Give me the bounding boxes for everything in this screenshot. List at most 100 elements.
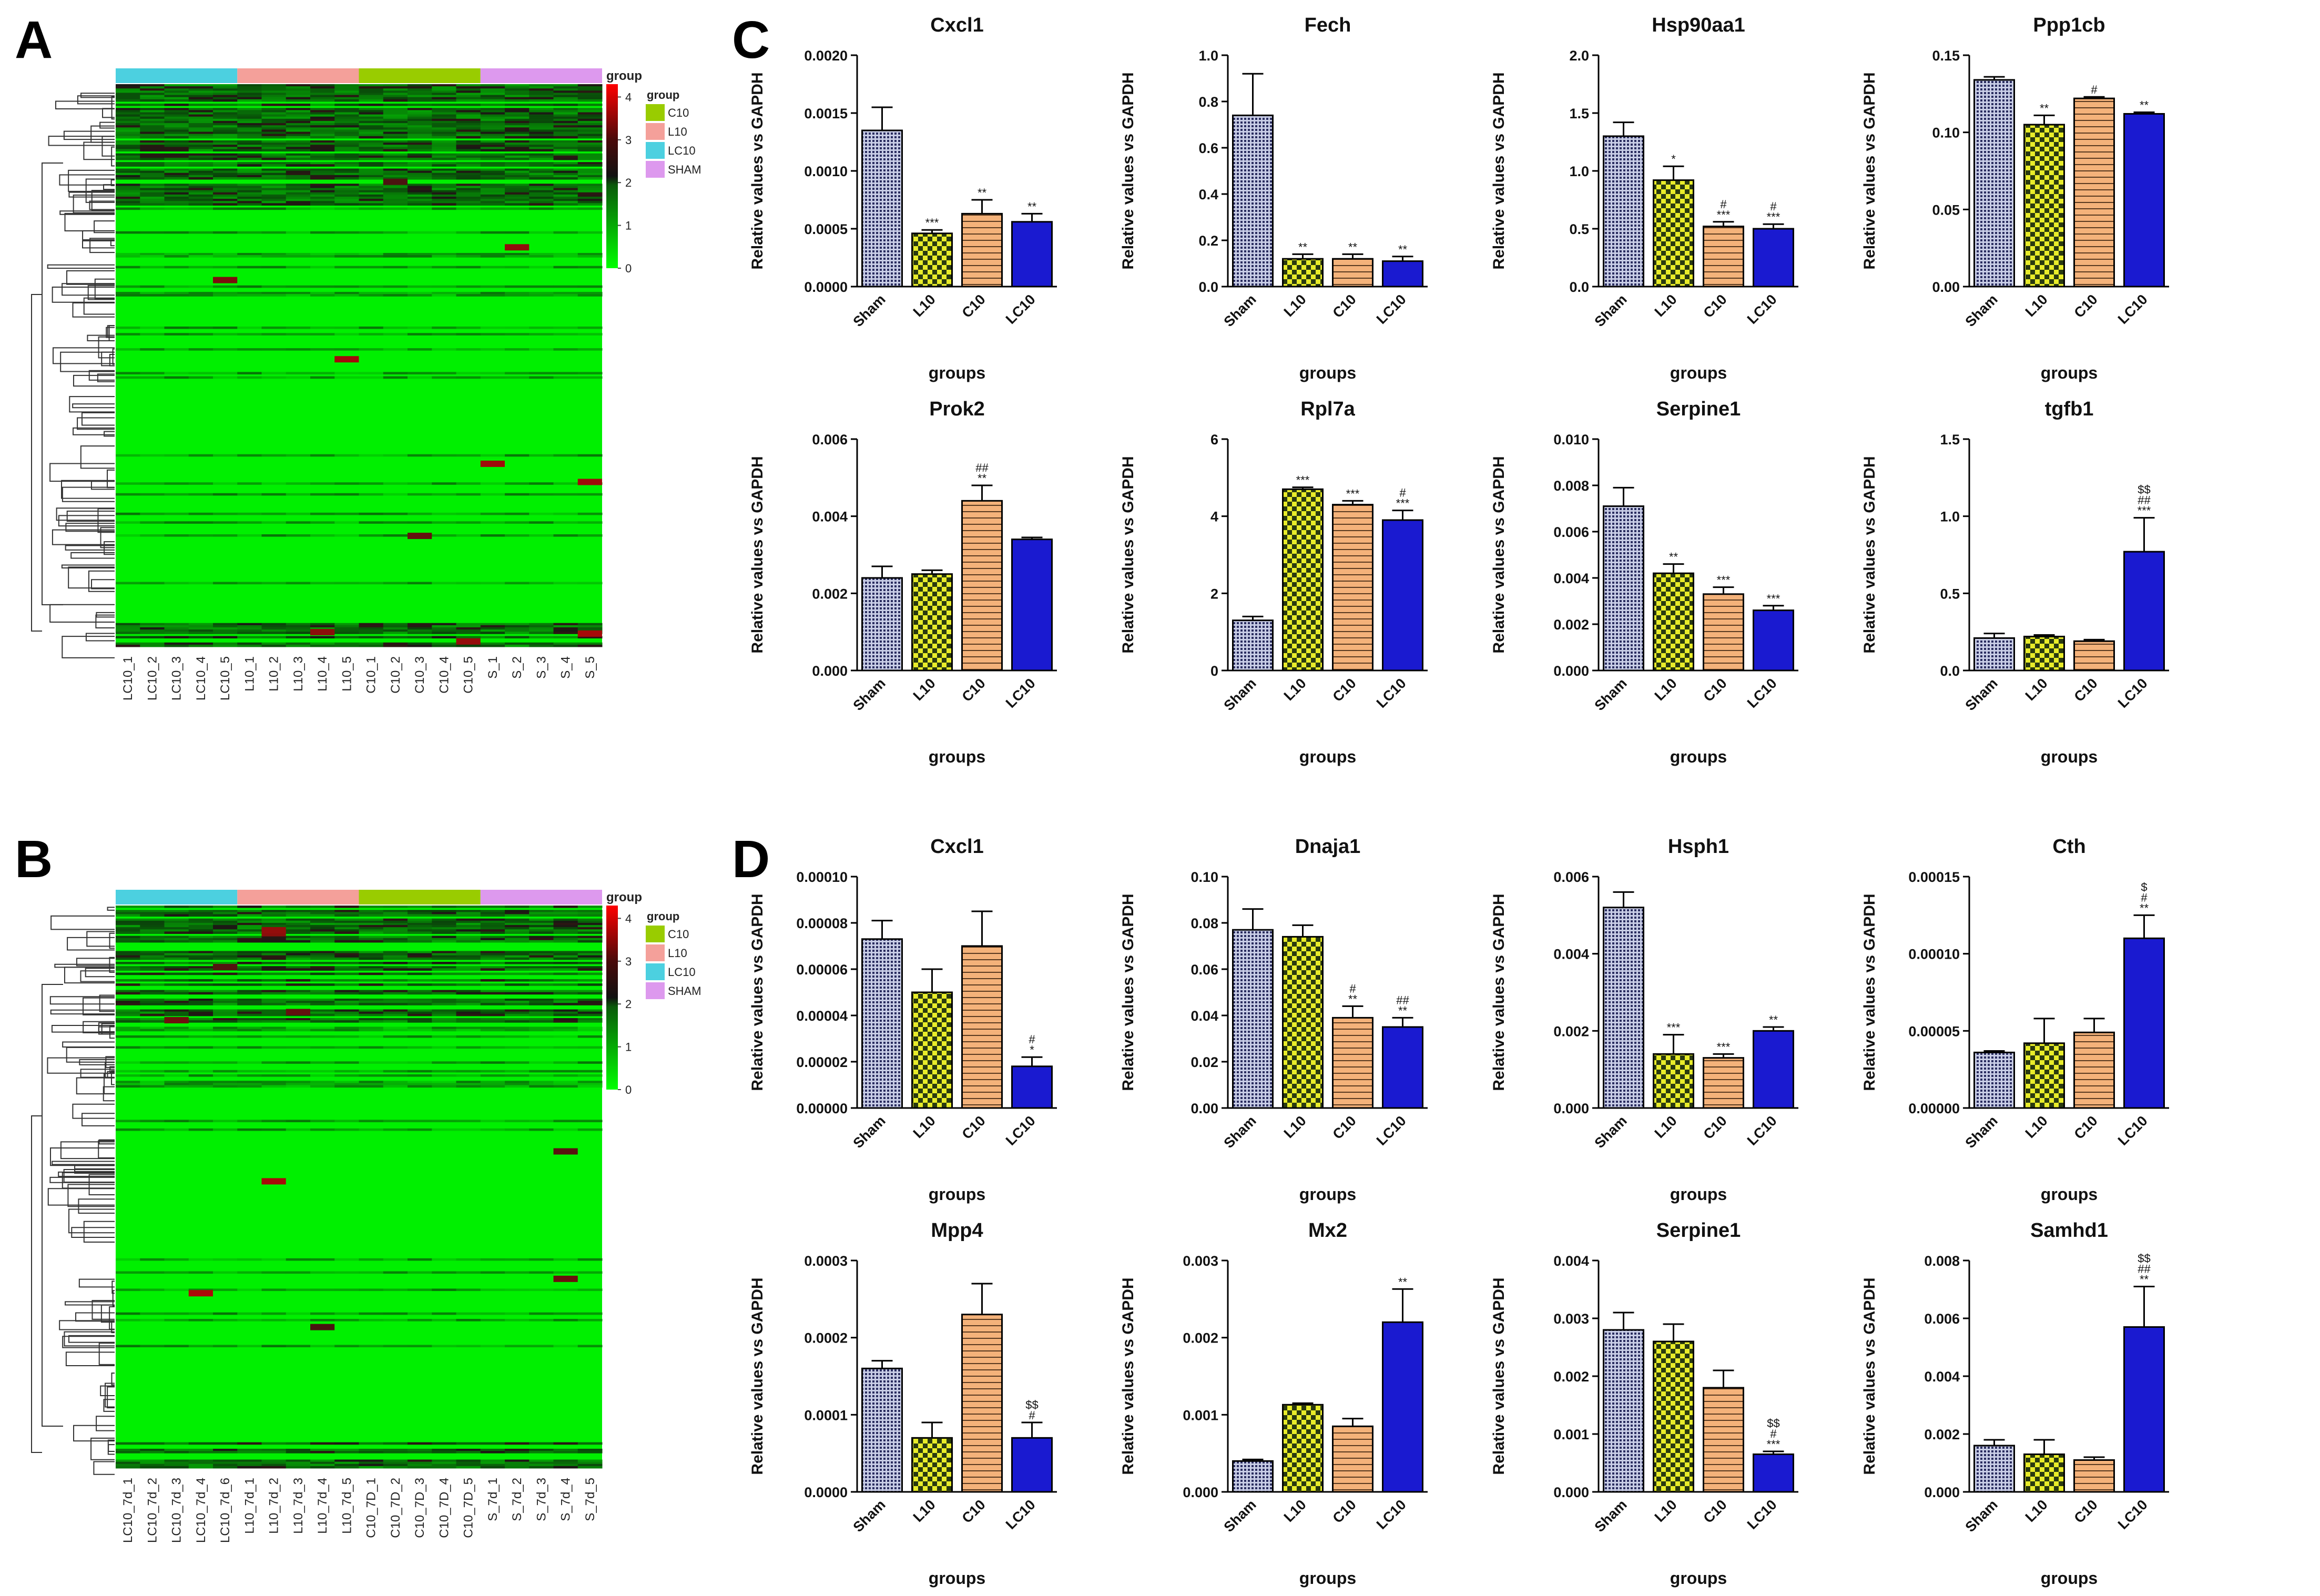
x-tick-label: C10 (2071, 1497, 2101, 1526)
heatmap-cell (359, 1026, 384, 1030)
heatmap-cell (310, 1001, 335, 1003)
heatmap-cell (140, 192, 165, 195)
heatmap-cell (164, 927, 189, 930)
heatmap-cell (432, 376, 456, 379)
heatmap-cell (577, 1003, 603, 1005)
heatmap-cell (408, 1312, 432, 1315)
heatmap-cell (286, 940, 311, 943)
heatmap-cell (334, 294, 359, 297)
heatmap-cell (359, 521, 384, 524)
heatmap-cell (213, 1013, 238, 1016)
heatmap-cell (480, 112, 505, 115)
heatmap-cell (480, 1451, 505, 1453)
heatmap-cell (213, 147, 238, 149)
heatmap-cell (116, 143, 140, 145)
heatmap-cell (359, 157, 384, 160)
heatmap-cell (456, 521, 481, 524)
heatmap-cell (140, 164, 165, 167)
heatmap-cell (310, 129, 335, 133)
heatmap-cell (408, 168, 432, 171)
heatmap-cell (164, 1442, 189, 1445)
heatmap-cell (140, 951, 165, 954)
heatmap-cell (359, 642, 384, 645)
heatmap-cell (310, 927, 335, 930)
heatmap-cell (334, 582, 359, 585)
chart-title: Cxcl1 (930, 14, 983, 36)
heatmap-cell (383, 1448, 408, 1451)
dendrogram-branch (107, 325, 115, 338)
heatmap-cell (286, 454, 311, 457)
heatmap-cell (140, 1312, 165, 1315)
heatmap-cell (237, 140, 262, 143)
heatmap-cell (140, 1120, 165, 1123)
x-tick-label: L10 (1652, 1497, 1680, 1525)
heatmap-cell (359, 199, 384, 201)
heatmap-cell (334, 292, 359, 294)
heatmap-cell (334, 190, 359, 193)
heatmap-cell (456, 623, 481, 626)
heatmap-cell (213, 938, 238, 941)
heatmap-cell (286, 266, 311, 269)
heatmap-cell (480, 177, 505, 180)
heatmap-cell (116, 112, 140, 115)
heatmap-cell (188, 1319, 213, 1321)
heatmap-cell (261, 1070, 287, 1073)
panel-label-b: B (15, 830, 53, 889)
heatmap-cell (553, 1061, 578, 1064)
heatmap-cell (456, 454, 481, 457)
heatmap-cell (456, 636, 481, 639)
heatmap-cell (188, 632, 213, 634)
heatmap-cell (310, 285, 335, 288)
heatmap-cell (237, 1085, 262, 1088)
heatmap-cell (213, 145, 238, 147)
significance-label: $ # ** (2140, 880, 2149, 914)
heatmap-cell (577, 194, 603, 197)
heatmap-cell (334, 632, 359, 634)
heatmap-cell (383, 199, 408, 201)
heatmap-cell (140, 966, 165, 969)
heatmap-cell (359, 951, 384, 954)
heatmap-cell (188, 990, 213, 993)
x-tick-label: Sham (1592, 1113, 1630, 1151)
heatmap-cell (140, 998, 165, 1001)
heatmap-cell (480, 906, 505, 908)
heatmap-cell (310, 957, 335, 960)
heatmap-cell (456, 638, 481, 645)
significance-label: ** (978, 186, 987, 199)
heatmap-cell (116, 918, 140, 921)
dendrogram-branch (59, 174, 115, 186)
heatmap-cell (261, 127, 287, 130)
heatmap-cell (359, 104, 384, 106)
heatmap-cell (408, 955, 432, 958)
heatmap-cell (480, 136, 505, 139)
y-tick-label: 1.5 (1569, 106, 1589, 121)
heatmap-cell (577, 454, 603, 457)
heatmap-cell (505, 979, 530, 982)
heatmap-cell (188, 1074, 213, 1077)
y-tick-label: 0.000 (1553, 663, 1589, 679)
heatmap-cell (480, 164, 505, 167)
heatmap-cell (480, 93, 505, 96)
heatmap-cell (213, 920, 238, 923)
dendrogram-branch (111, 96, 115, 120)
heatmap-cell (286, 966, 311, 969)
heatmap-cell (213, 118, 238, 121)
heatmap-cell (480, 88, 505, 91)
heatmap-cell (529, 99, 554, 102)
heatmap-cell (529, 168, 554, 171)
heatmap-cell (359, 147, 384, 149)
heatmap-cell (577, 1319, 603, 1321)
heatmap-cell (577, 1448, 603, 1451)
heatmap-cell (529, 1029, 554, 1032)
heatmap-cell (553, 957, 578, 960)
heatmap-cell (334, 118, 359, 121)
heatmap-cell (188, 962, 213, 964)
heatmap-cell (505, 972, 530, 975)
x-tick-label: LC10 (1744, 291, 1780, 327)
heatmap-cell (116, 197, 140, 199)
heatmap-cell (286, 925, 311, 928)
heatmap-cell (432, 110, 456, 113)
heatmap-cell (164, 1070, 189, 1073)
heatmap-cell (480, 625, 505, 628)
